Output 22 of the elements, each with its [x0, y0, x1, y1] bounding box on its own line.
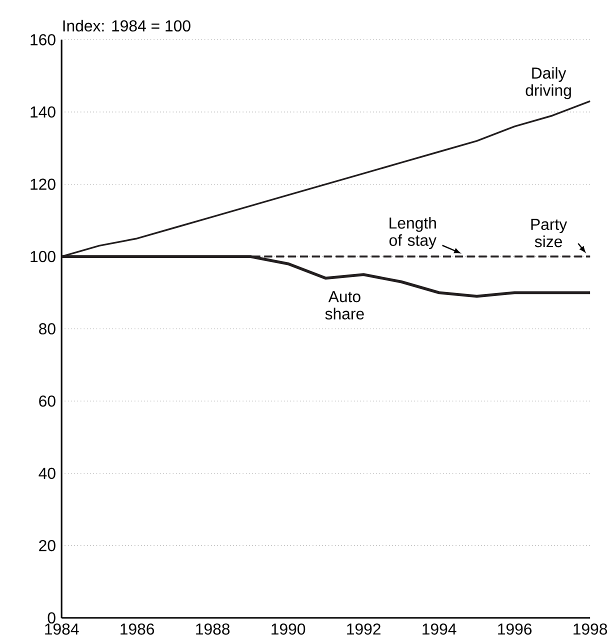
- y-axis-title: Index: 1984 = 100: [63, 20, 190, 32]
- x-tick-label: 1984: [45, 623, 79, 635]
- y-tick-label: 40: [38, 468, 56, 479]
- x-tick-label: 1998: [574, 623, 608, 635]
- series-label: Party size: [531, 218, 568, 248]
- x-tick-label: 1992: [347, 623, 380, 635]
- y-tick-label: 140: [30, 106, 56, 118]
- series-label: Daily driving: [526, 67, 571, 100]
- y-tick-label: 20: [39, 540, 56, 552]
- y-tick-label: 80: [39, 323, 56, 334]
- y-tick-label: 60: [39, 395, 56, 407]
- y-tick-label: 100: [30, 250, 56, 262]
- series-label: Auto share: [325, 291, 364, 320]
- x-tick-label: 1994: [422, 623, 456, 635]
- x-tick-label: 1990: [272, 623, 306, 635]
- series-label: Length of stay: [389, 217, 436, 250]
- x-tick-label: 1986: [120, 623, 154, 635]
- y-tick-label: 0: [48, 612, 56, 624]
- x-tick-label: 1988: [196, 623, 230, 635]
- y-tick-label: 160: [30, 34, 56, 46]
- x-tick-label: 1996: [498, 623, 532, 635]
- y-tick-label: 120: [30, 178, 56, 190]
